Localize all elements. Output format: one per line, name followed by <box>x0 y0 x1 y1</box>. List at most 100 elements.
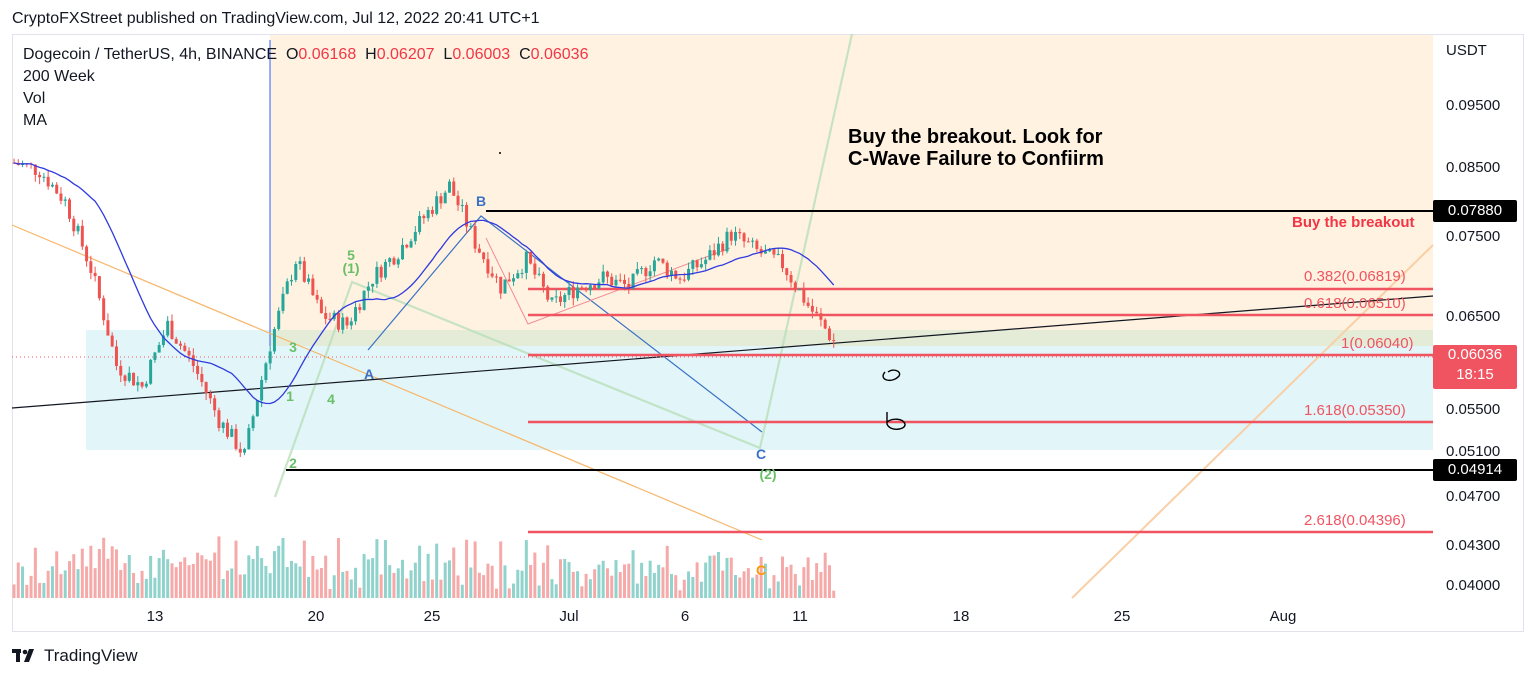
pink-channel <box>485 237 731 325</box>
x-tick: 20 <box>307 608 325 625</box>
volume-bar <box>554 584 558 598</box>
volume-bar <box>785 567 789 598</box>
wave-label-1-paren: (1) <box>342 260 360 276</box>
o-label: O <box>285 46 299 63</box>
fib-label-1: 1(0.06040) <box>1341 335 1414 352</box>
x-tick: 25 <box>423 608 441 625</box>
candle-body <box>763 251 767 254</box>
volume-bar <box>640 562 644 598</box>
currency-label[interactable]: USDT <box>1446 42 1487 59</box>
candle-body <box>106 320 110 336</box>
volume-bar <box>614 560 618 598</box>
candle-body <box>827 328 831 340</box>
volume-bar <box>268 573 272 598</box>
volume-bar <box>302 540 306 598</box>
candle-body <box>798 289 802 291</box>
symbol-title[interactable]: Dogecoin / TetherUS, 4h, BINANCE <box>23 46 278 63</box>
candle-body <box>161 335 165 346</box>
volume-bar <box>264 566 268 598</box>
volume-bar <box>25 584 29 598</box>
candle-body <box>268 351 272 364</box>
volume-bar <box>674 575 678 598</box>
candle-body <box>144 383 148 387</box>
candle-body <box>435 196 439 214</box>
candle-body <box>682 279 686 281</box>
volume-bar <box>669 574 673 598</box>
wave-label-2: 2 <box>289 455 297 471</box>
volume-bar <box>243 574 247 598</box>
candle-body <box>234 428 238 449</box>
volume-bar <box>63 570 67 598</box>
volume-bar <box>721 570 725 598</box>
volume-bar <box>567 562 571 598</box>
candle-body <box>345 317 349 326</box>
candle-body <box>810 305 814 312</box>
volume-bar <box>366 559 370 598</box>
indicator-200-week[interactable]: 200 Week <box>23 68 95 85</box>
candle-body <box>264 363 268 381</box>
fib-label-2618: 2.618(0.04396) <box>1304 512 1406 529</box>
c-label: C <box>519 46 531 63</box>
candle-body <box>371 283 375 287</box>
volume-bar <box>392 572 396 598</box>
candle-body <box>652 260 656 272</box>
volume-bar <box>383 540 387 598</box>
volume-bar <box>610 575 614 598</box>
candle-body <box>725 231 729 252</box>
candle-body <box>729 231 733 241</box>
volume-bar <box>571 571 575 598</box>
volume-bar <box>520 570 524 598</box>
annotation-line-1: Buy the breakout. Look for <box>848 126 1103 148</box>
bar-countdown: 18:15 <box>1456 366 1494 383</box>
volume-bar <box>810 580 814 598</box>
volume-bar <box>635 583 639 598</box>
volume-bar <box>396 568 400 598</box>
candle-body <box>499 276 503 294</box>
volume-bar <box>815 563 819 598</box>
volume-bar <box>281 537 285 598</box>
candle-body <box>430 209 434 214</box>
volume-bar <box>452 547 456 598</box>
candle-body <box>819 313 823 320</box>
y-tick: 0.05100 <box>1446 443 1501 460</box>
volume-bar <box>255 545 259 598</box>
chart-annotation[interactable]: Buy the breakout. Look for C-Wave Failur… <box>848 126 1104 170</box>
candle-body <box>618 279 622 281</box>
candle-body <box>366 286 370 291</box>
y-tick: 0.08500 <box>1446 159 1501 176</box>
indicator-ma[interactable]: MA <box>23 112 47 129</box>
candle-body <box>401 244 405 260</box>
volume-bar <box>772 575 776 598</box>
moving-average-line <box>13 162 835 405</box>
candle-body <box>507 279 511 282</box>
y-tick: 0.05500 <box>1446 401 1501 418</box>
candle-body <box>196 365 200 374</box>
candle-body <box>33 164 37 175</box>
volume-bar <box>290 560 294 598</box>
candle-body <box>409 241 413 248</box>
volume-bar <box>238 574 242 598</box>
volume-bar <box>311 556 315 598</box>
volume-bar <box>597 564 601 598</box>
volume-bar <box>435 543 439 598</box>
volume-bar <box>827 565 831 598</box>
candle-body <box>307 278 311 282</box>
candles <box>12 158 836 458</box>
volume-bar <box>494 588 498 598</box>
volume-bar <box>157 558 161 598</box>
orange-zone <box>270 35 1433 346</box>
candle-body <box>294 263 298 280</box>
c-value: 0.06036 <box>530 46 589 63</box>
volume-bar <box>524 540 528 598</box>
candle-body <box>554 296 558 298</box>
volume-bar <box>413 562 417 598</box>
volume-bar <box>93 568 97 598</box>
indicator-vol[interactable]: Vol <box>23 90 46 107</box>
candle-body <box>413 231 417 242</box>
volume-bar <box>144 578 148 598</box>
footer[interactable]: TradingView <box>12 646 138 666</box>
candle-body <box>93 272 97 277</box>
chart-frame <box>12 34 1524 632</box>
volume-bar <box>354 567 358 598</box>
